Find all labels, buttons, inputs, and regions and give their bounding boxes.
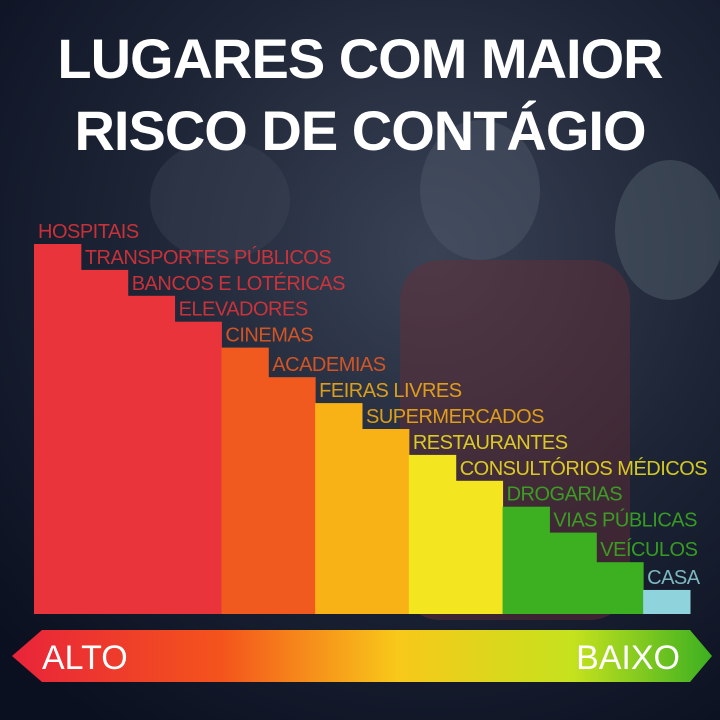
bar xyxy=(643,589,691,614)
bar-label: FEIRAS LIVRES xyxy=(319,380,462,402)
bar-label: RESTAURANTES xyxy=(413,432,568,454)
bar-label: CASA xyxy=(647,567,701,589)
risk-arrow xyxy=(12,630,712,682)
bar-label: DROGARIAS xyxy=(507,484,623,506)
photo-shape xyxy=(420,120,540,260)
bar-label: VIAS PÚBLICAS xyxy=(553,509,697,532)
arrow-label: ALTO xyxy=(42,639,128,677)
bar xyxy=(455,480,504,614)
bar-label: BANCOS E LOTÉRICAS xyxy=(132,272,345,295)
bar-label: HOSPITAIS xyxy=(38,221,139,243)
bar-label: TRANSPORTES PÚBLICOS xyxy=(85,246,332,269)
bar xyxy=(174,321,222,614)
bar xyxy=(221,347,269,614)
bar-label: ACADEMIAS xyxy=(272,354,385,376)
bar xyxy=(502,506,550,614)
bar-label: CINEMAS xyxy=(225,325,313,347)
photo-shape xyxy=(150,140,290,260)
bar-label: ELEVADORES xyxy=(179,299,308,321)
bar xyxy=(80,269,129,614)
bar-label: CONSULTÓRIOS MÉDICOS xyxy=(460,457,708,480)
bar-label: SUPERMERCADOS xyxy=(366,406,544,428)
bar xyxy=(268,377,316,614)
bar xyxy=(549,532,597,614)
bar xyxy=(408,454,457,614)
bar xyxy=(34,244,82,614)
arrow-label: BAIXO xyxy=(576,639,680,677)
photo-shape xyxy=(615,160,720,300)
chart-title: LUGARES COM MAIOR xyxy=(57,27,663,90)
bar xyxy=(127,295,176,614)
bar xyxy=(362,429,410,614)
bar xyxy=(315,403,363,614)
chart-title: RISCO DE CONTÁGIO xyxy=(74,99,645,162)
bar-label: VEÍCULOS xyxy=(600,538,697,561)
bar xyxy=(596,562,644,614)
